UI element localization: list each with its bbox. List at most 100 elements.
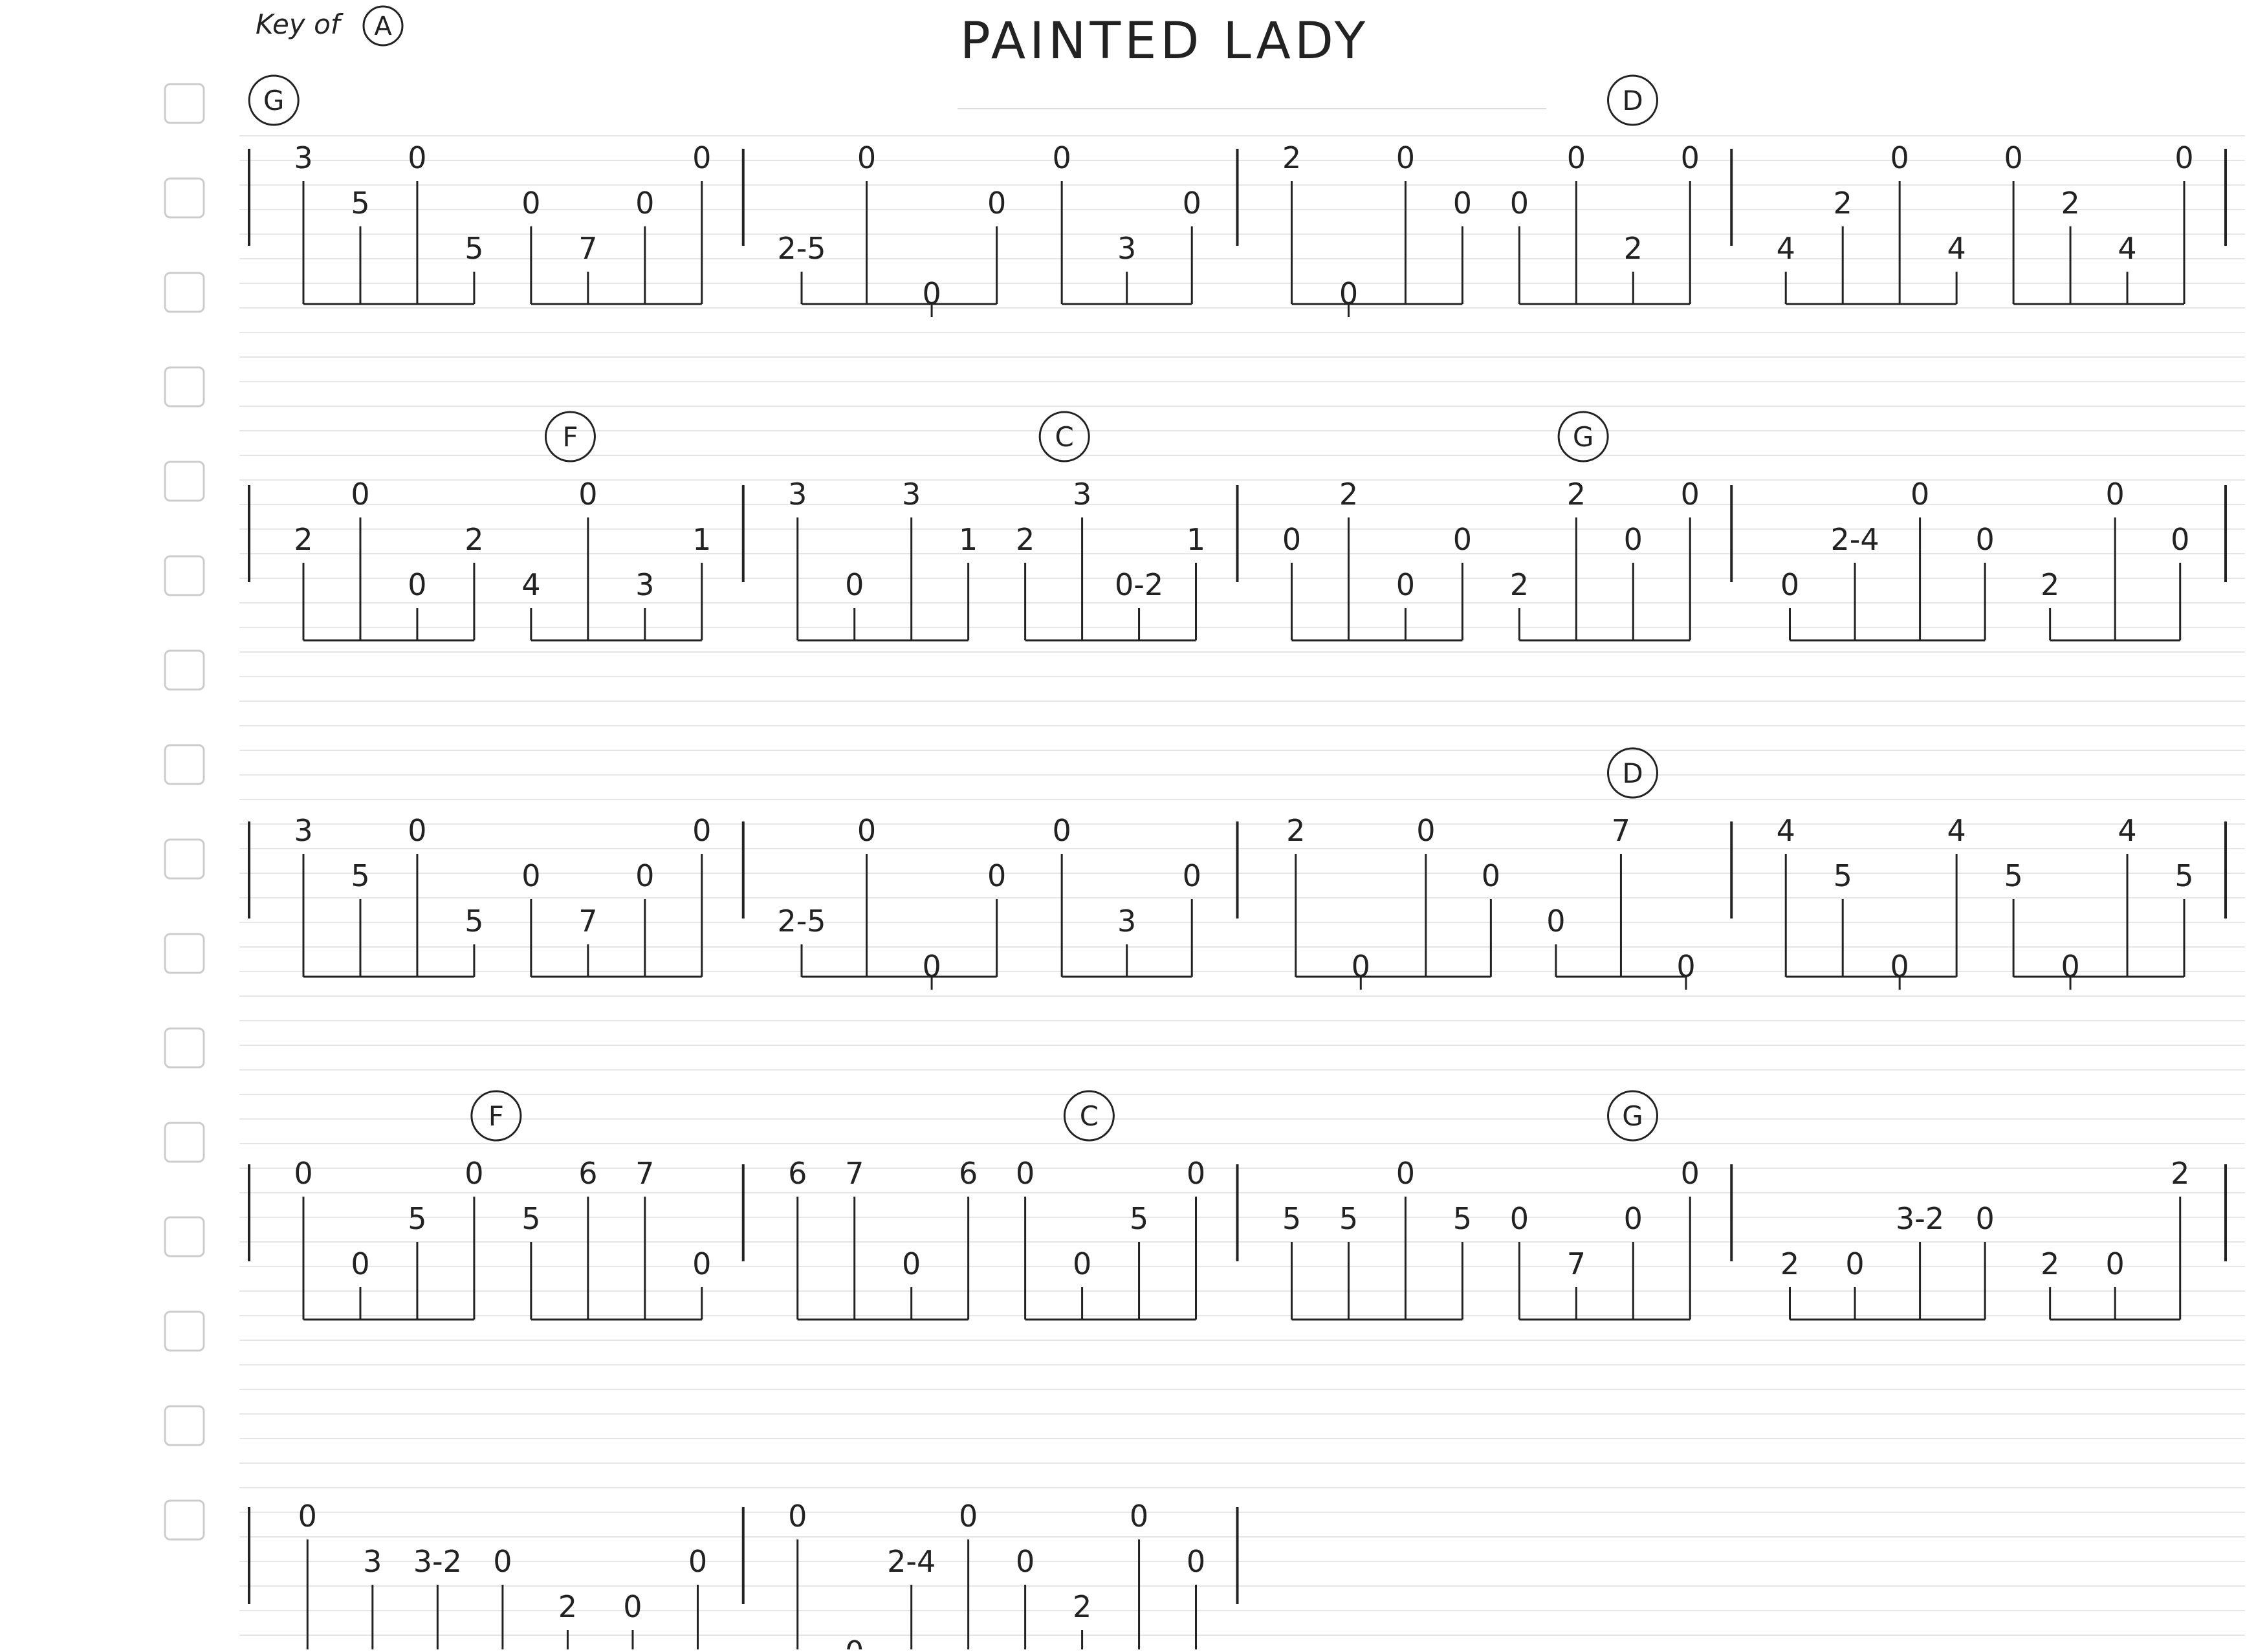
tab-note: 6: [578, 1156, 597, 1191]
chord-circle: [1038, 411, 1090, 462]
tab-note: 0: [1183, 858, 1201, 893]
tab-note: 0: [294, 1156, 312, 1191]
key-circle: [362, 5, 404, 47]
tab-note: 0: [635, 858, 654, 893]
tab-note: 0: [1396, 1156, 1415, 1191]
tab-note: 4: [1947, 813, 1966, 848]
tab-note: 2-4: [1830, 522, 1879, 557]
tab-note: 0: [1183, 186, 1201, 221]
tab-note: 3: [294, 813, 312, 848]
tab-note: 0: [1130, 1499, 1148, 1534]
tab-note: 0: [845, 1635, 864, 1649]
tab-note: 5: [1282, 1201, 1301, 1236]
tab-note: 5: [521, 1201, 540, 1236]
tab-note: 0: [408, 813, 426, 848]
tab-note: 2: [1624, 231, 1643, 266]
tab-note: 5: [1339, 1201, 1358, 1236]
binder-hole: [164, 272, 205, 313]
tab-note: 0: [1016, 1156, 1035, 1191]
tab-note: 0: [1282, 522, 1301, 557]
tab-note: 0: [1453, 186, 1472, 221]
tab-note: 0: [1053, 140, 1071, 175]
tab-note: 0: [1975, 522, 1994, 557]
tab-note: 0: [857, 140, 876, 175]
tab-note: 4: [1777, 231, 1795, 266]
tab-note: 3-2: [1896, 1201, 1944, 1236]
binder-hole: [164, 1216, 205, 1257]
chord-circle: [1607, 747, 1658, 799]
tab-note: 3: [363, 1544, 382, 1579]
tab-note: 0: [1416, 813, 1435, 848]
tab-note: 0: [1016, 1544, 1035, 1579]
tab-note: 2: [2061, 186, 2079, 221]
tab-note: 0: [493, 1544, 512, 1579]
tab-note: 5: [1130, 1201, 1148, 1236]
tab-note: 0: [1911, 477, 1929, 512]
tab-note: 2: [1510, 567, 1529, 602]
tab-note: 0: [1624, 1201, 1643, 1236]
binder-hole: [164, 933, 205, 974]
tab-note: 0: [2004, 140, 2022, 175]
binder-hole: [164, 744, 205, 785]
tab-note: 0: [2171, 522, 2189, 557]
tab-note: 2: [294, 522, 312, 557]
tab-note: 0: [788, 1499, 807, 1534]
tab-note: 2: [465, 522, 483, 557]
tab-note: 2: [1286, 813, 1305, 848]
tab-note: 4: [1777, 813, 1795, 848]
tab-note: 7: [635, 1156, 654, 1191]
tab-note: 2: [1073, 1589, 1091, 1624]
binder-hole: [164, 555, 205, 596]
tab-note: 0: [623, 1589, 642, 1624]
tab-note: 5: [408, 1201, 426, 1236]
tab-note: 2: [1282, 140, 1301, 175]
tab-note: 0: [1053, 813, 1071, 848]
tab-note: 0: [1187, 1156, 1205, 1191]
chord-name: C: [1080, 1100, 1099, 1132]
title: PAINTED LADY: [960, 12, 1370, 71]
tab-note: 3: [1073, 477, 1091, 512]
chord-circle: [1557, 411, 1609, 462]
tab-note: 2: [1339, 477, 1358, 512]
tab-note: 3: [294, 140, 312, 175]
tab-note: 0: [578, 477, 597, 512]
binder-hole: [164, 649, 205, 691]
tab-note: 0: [2106, 477, 2125, 512]
tab-note: 2-5: [777, 904, 826, 939]
tab-note: 0: [845, 567, 864, 602]
chord-circle: [1607, 74, 1658, 126]
tab-note: 5: [1834, 858, 1852, 893]
binder-hole: [164, 177, 205, 219]
tab-note: 7: [1612, 813, 1630, 848]
tab-note: 0: [902, 1246, 921, 1281]
tab-note: 0: [692, 813, 711, 848]
key: A: [374, 12, 392, 41]
tab-note: 2: [2171, 1156, 2189, 1191]
chord-circle: [1607, 1090, 1658, 1142]
tab-note: 0: [1396, 140, 1415, 175]
chord-name: D: [1622, 85, 1643, 116]
binder-hole: [164, 1027, 205, 1069]
binder-hole: [164, 461, 205, 502]
tab-note: 0: [2174, 140, 2193, 175]
tab-note: 0: [1681, 477, 1700, 512]
tab-note: 0: [1482, 858, 1500, 893]
tab-note: 0: [1975, 1201, 1994, 1236]
tab-note: 2: [1780, 1246, 1799, 1281]
tab-note: 0: [1546, 904, 1565, 939]
tab-note: 2: [1567, 477, 1586, 512]
tab-note: 0: [1567, 140, 1586, 175]
chord-circle: [544, 411, 596, 462]
tab-note: 0: [1187, 1544, 1205, 1579]
tab-note: 0: [351, 477, 369, 512]
key-prefix: Key of: [256, 8, 344, 40]
tab-note: 6: [959, 1156, 978, 1191]
tab-note: 2-4: [887, 1544, 936, 1579]
binder-hole: [164, 838, 205, 880]
tab-note: 6: [788, 1156, 807, 1191]
tab-note: 0: [1073, 1246, 1091, 1281]
chord-circle: [1063, 1090, 1115, 1142]
tab-note: 0: [692, 1246, 711, 1281]
